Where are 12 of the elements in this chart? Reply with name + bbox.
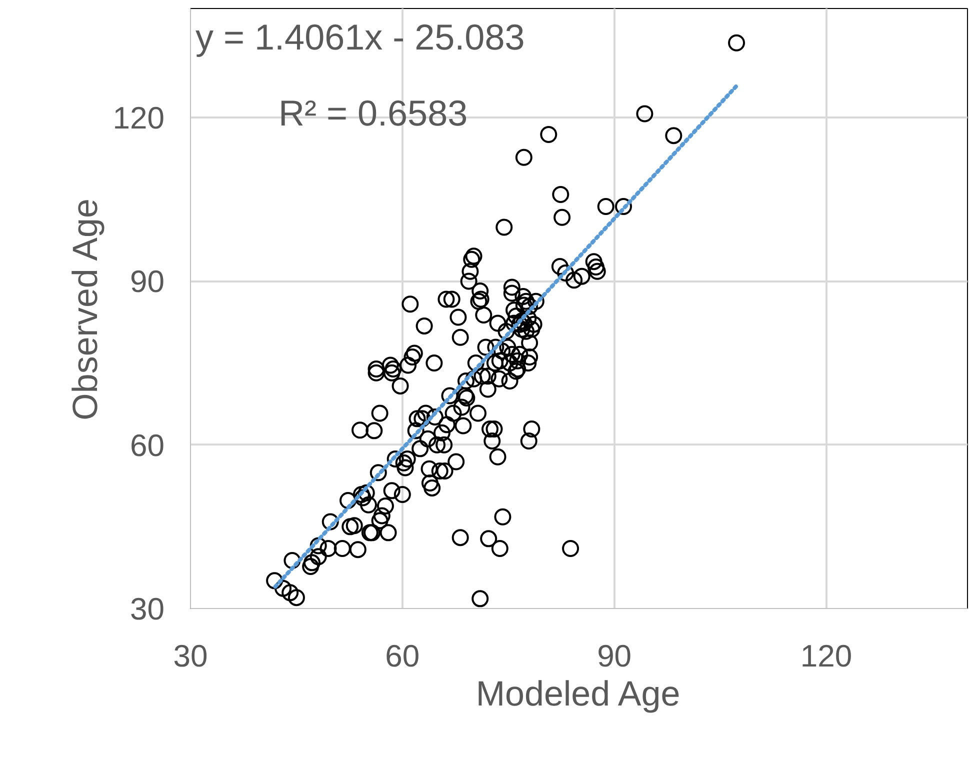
annotation: R² = 0.6583 (278, 92, 468, 134)
y-tick-label: 30 (130, 592, 165, 626)
y-tick-label: 90 (130, 264, 165, 300)
x-tick-label: 60 (385, 638, 420, 674)
annotation: y = 1.4061x - 25.083 (196, 16, 525, 58)
x-tick-label: 120 (800, 638, 852, 674)
y-axis-title: Observed Age (66, 198, 105, 420)
x-tick-label: 30 (173, 638, 208, 674)
x-axis-title: Modeled Age (476, 674, 680, 714)
y-tick-label: 60 (130, 428, 165, 463)
y-tick-label: 120 (112, 100, 165, 136)
x-tick-label: 90 (597, 638, 632, 674)
